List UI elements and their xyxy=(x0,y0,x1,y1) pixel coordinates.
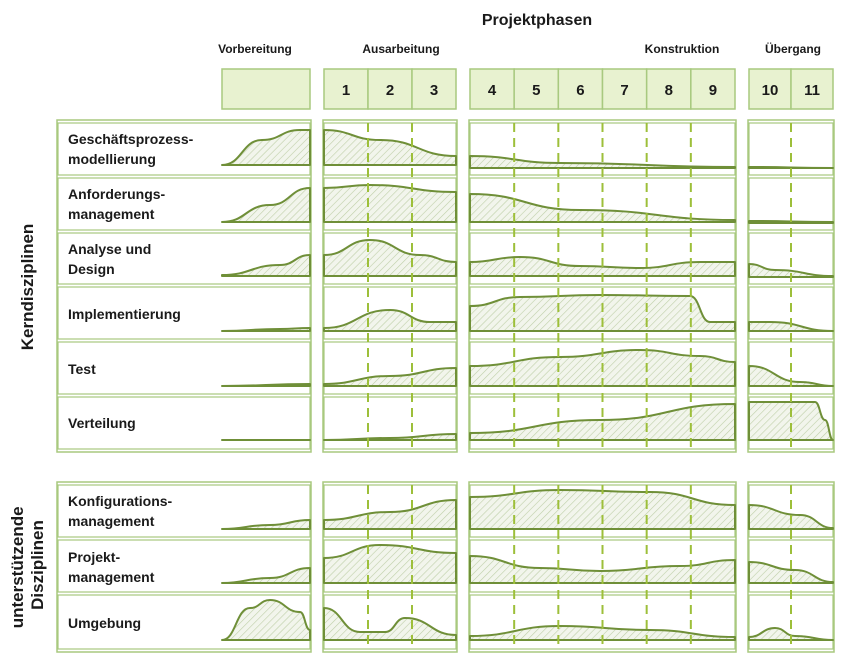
row-label-analyse-design: Analyse und Design xyxy=(68,241,155,277)
phase-label-konstruktion: Konstruktion xyxy=(645,42,720,56)
row-label-geschaeftsprozessmodellierung: Geschäftsprozess- modellierung xyxy=(68,131,197,167)
effort-curve xyxy=(469,489,736,530)
row-label-line: management xyxy=(68,206,155,222)
group-labels: Kerndisziplinen unterstützende Disziplin… xyxy=(8,224,47,629)
iteration-box xyxy=(323,68,369,110)
row-label-line: Konfigurations- xyxy=(68,493,173,509)
row-label-line: Projekt- xyxy=(68,549,120,565)
iteration-box xyxy=(557,68,604,110)
effort-curve xyxy=(323,184,457,223)
effort-curve xyxy=(221,519,311,530)
group-label-line: unterstützende xyxy=(8,506,27,628)
row-label-line: management xyxy=(68,569,155,585)
phase-label-uebergang: Übergang xyxy=(765,41,821,56)
row-label-konfigurationsmanagement: Konfigurations- management xyxy=(68,493,176,529)
row-label-line: management xyxy=(68,513,155,529)
iteration-number: 7 xyxy=(620,82,628,99)
effort-curve xyxy=(221,599,311,641)
iteration-box xyxy=(513,68,560,110)
iteration-number: 5 xyxy=(532,82,540,99)
effort-curve xyxy=(323,239,457,277)
group-border xyxy=(322,119,458,453)
group-label-unterstuetzende: unterstützende Disziplinen xyxy=(8,502,47,629)
effort-curve xyxy=(748,627,834,641)
iteration-number: 4 xyxy=(488,82,497,99)
effort-curve xyxy=(221,187,311,223)
row-label-line: Anforderungs- xyxy=(68,186,166,202)
group-border xyxy=(56,481,312,653)
effort-curve xyxy=(221,254,311,277)
iteration-box xyxy=(748,68,792,110)
row-labels: Geschäftsprozess- modellierung Anforderu… xyxy=(68,131,197,631)
iteration-box xyxy=(790,68,834,110)
iteration-number: 1 xyxy=(342,82,350,99)
effort-curve xyxy=(469,403,736,441)
effort-curves xyxy=(221,129,834,641)
row-label-line: Design xyxy=(68,261,115,277)
iteration-number: 3 xyxy=(430,82,438,99)
group-label-line: Disziplinen xyxy=(28,520,47,610)
effort-curve xyxy=(748,561,834,584)
effort-curve xyxy=(748,401,834,441)
effort-curve xyxy=(469,555,736,584)
group-border xyxy=(468,119,737,453)
iteration-box xyxy=(411,68,457,110)
effort-curve xyxy=(469,193,736,223)
iteration-number: 11 xyxy=(804,82,820,99)
phase-cell xyxy=(323,396,457,450)
effort-curve xyxy=(323,433,457,441)
row-label-line: Analyse und xyxy=(68,241,151,257)
phase-label-vorbereitung: Vorbereitung xyxy=(218,42,292,56)
effort-curve xyxy=(221,129,311,166)
iteration-dividers xyxy=(367,123,792,649)
group-label-kerndisziplinen: Kerndisziplinen xyxy=(18,224,37,351)
row-label-test: Test xyxy=(68,361,96,377)
row-label-implementierung: Implementierung xyxy=(68,306,181,322)
effort-curve xyxy=(748,166,834,169)
diagram-title: Projektphasen xyxy=(482,12,592,29)
iteration-number: 2 xyxy=(386,82,394,99)
row-label-umgebung: Umgebung xyxy=(68,615,141,631)
row-label-line: Geschäftsprozess- xyxy=(68,131,194,147)
effort-curve xyxy=(748,263,834,278)
phase-labels: Vorbereitung Ausarbeitung Konstruktion Ü… xyxy=(218,41,821,56)
iteration-box xyxy=(221,68,311,110)
iteration-number: 6 xyxy=(576,82,584,99)
effort-curve xyxy=(323,367,457,387)
row-label-projektmanagement: Projekt- management xyxy=(68,549,155,585)
phase-label-ausarbeitung: Ausarbeitung xyxy=(362,42,439,56)
iteration-box xyxy=(367,68,413,110)
effort-curve xyxy=(323,499,457,530)
iteration-box xyxy=(645,68,692,110)
effort-curve xyxy=(323,129,457,166)
effort-curve xyxy=(221,383,311,387)
iteration-header-row: 1 2 3 4 5 6 7 8 9 10 11 xyxy=(221,68,834,110)
iteration-number: 10 xyxy=(762,82,779,99)
iteration-number: 9 xyxy=(709,82,717,99)
effort-curve xyxy=(469,625,736,641)
effort-curve xyxy=(323,309,457,332)
effort-curve xyxy=(323,544,457,584)
effort-curve xyxy=(469,256,736,277)
iteration-box xyxy=(601,68,648,110)
row-label-line: modellierung xyxy=(68,151,156,167)
group-border xyxy=(747,119,835,453)
effort-curve xyxy=(748,365,834,387)
effort-curve xyxy=(221,327,311,332)
group-border xyxy=(56,119,312,453)
row-label-anforderungsmanagement: Anforderungs- management xyxy=(68,186,169,222)
iteration-number: 8 xyxy=(665,82,673,99)
effort-curve xyxy=(323,607,457,641)
effort-curve xyxy=(469,155,736,169)
effort-curve xyxy=(469,294,736,332)
row-label-verteilung: Verteilung xyxy=(68,415,136,431)
iteration-box xyxy=(690,68,736,110)
effort-curve xyxy=(221,567,311,584)
